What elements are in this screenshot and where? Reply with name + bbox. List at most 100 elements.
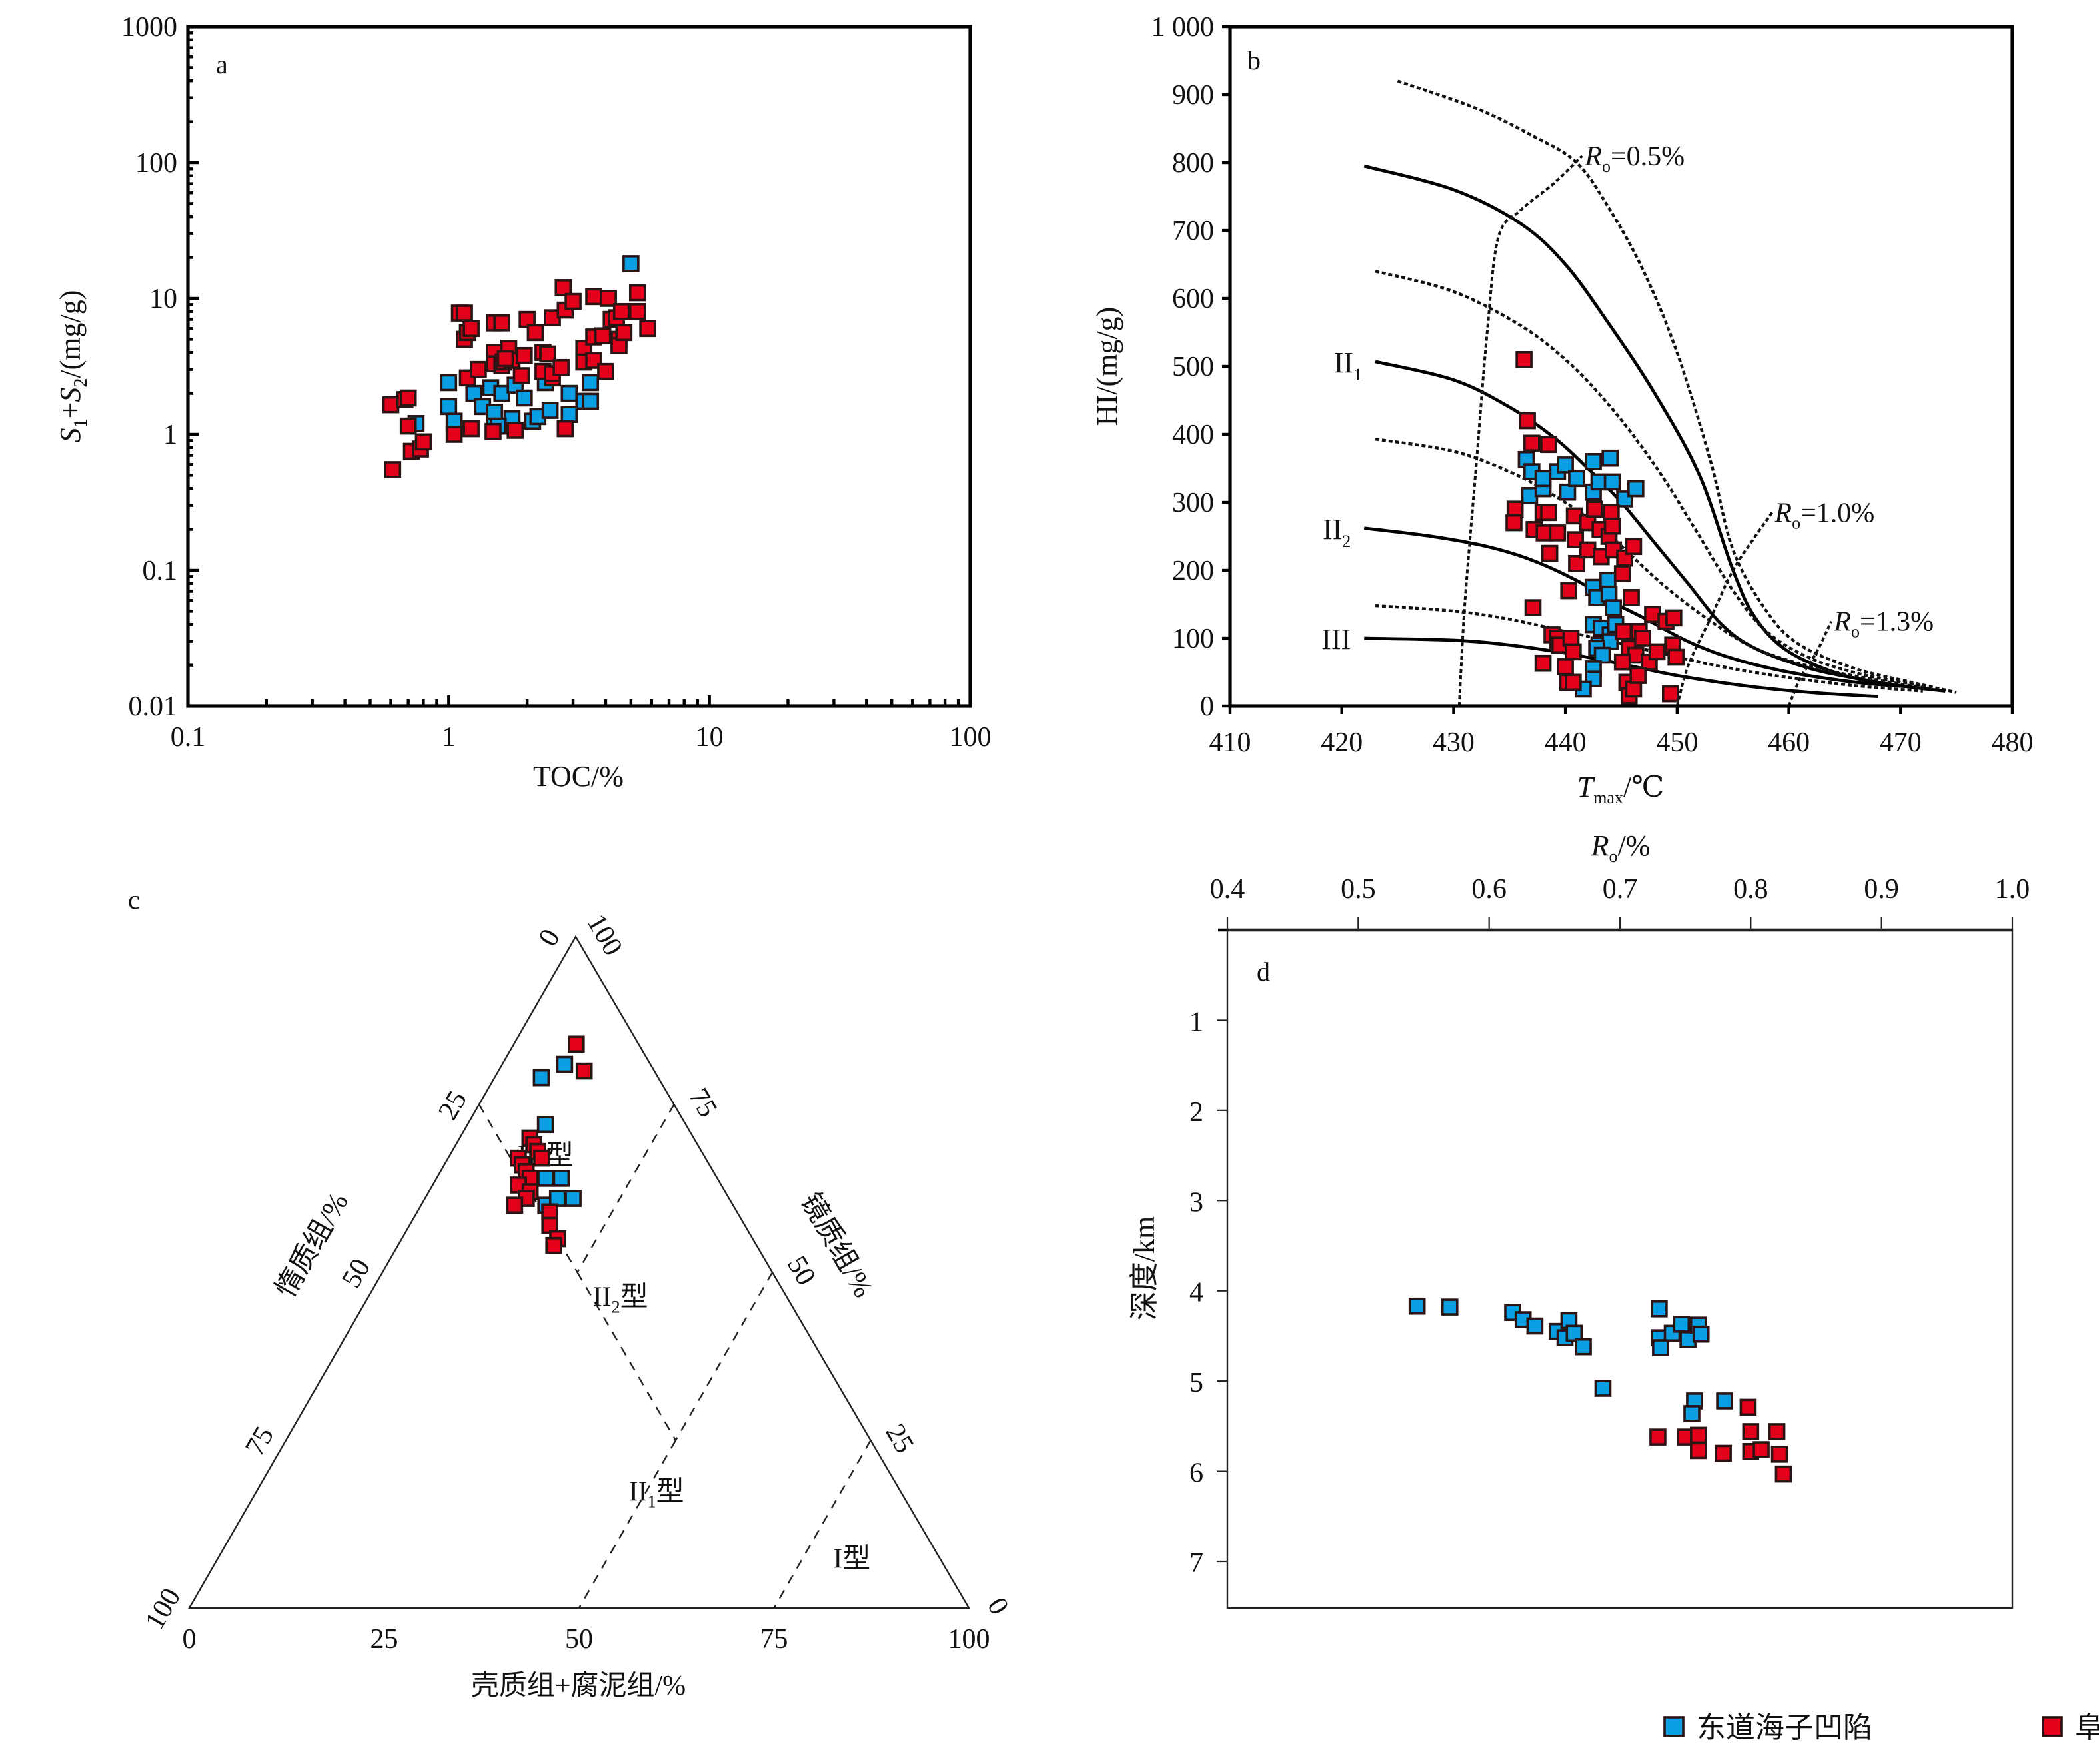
y-tick-label: 100 — [1172, 624, 1214, 654]
panel-b-label: b — [1247, 45, 1261, 75]
panel-d-label: d — [1257, 957, 1270, 987]
x-tick-label: 1 — [442, 722, 456, 753]
ro-label-part: R — [1584, 141, 1602, 172]
y-tick-label: 2 — [1189, 1097, 1203, 1128]
point-fukang — [1549, 524, 1567, 542]
bottom-tick-label: 50 — [565, 1624, 593, 1655]
point-fukang — [1770, 1446, 1788, 1463]
point-fukang — [564, 292, 582, 310]
point-fukang — [1505, 514, 1523, 532]
panel-a-x-label: TOC/% — [533, 760, 624, 793]
kerogen-intermediate-curve — [1375, 437, 1934, 691]
x-tick-label: 0.5 — [1341, 874, 1376, 905]
y-label-sub1: 1 — [71, 418, 91, 428]
panel-d-y-ticks: 1 2 3 4 5 6 7 — [1189, 1007, 1227, 1579]
panel-a-y-label: S1+S2/(mg/g) — [54, 290, 91, 443]
type-label-main: II — [1323, 513, 1342, 546]
point-fukang — [1667, 648, 1685, 666]
x-tick-label: 0.8 — [1733, 874, 1768, 905]
left-tick-label: 0 — [533, 924, 566, 951]
point-dongdaohaizi — [560, 384, 578, 402]
point-fukang — [1613, 565, 1631, 582]
point-fukang — [1565, 673, 1582, 691]
legend-item-blue: 东道海子凹陷 — [1663, 1711, 1872, 1744]
type-curve-label: III — [1321, 623, 1351, 656]
point-dongdaohaizi — [1605, 599, 1623, 616]
ro-isoline-label: Ro=1.3% — [1833, 607, 1934, 642]
point-fukang — [1649, 1428, 1667, 1446]
y-tick-label: 900 — [1172, 80, 1214, 111]
y-label-plus: + — [54, 402, 87, 419]
point-dongdaohaizi — [552, 1170, 570, 1187]
point-fukang — [384, 461, 402, 478]
x-label-t: T — [1577, 771, 1596, 803]
legend: 东道海子凹陷 阜康凹陷 — [1663, 1711, 2099, 1744]
legend-swatch-red — [2042, 1716, 2063, 1737]
bottom-tick-label: 100 — [948, 1624, 990, 1655]
panel-d: Ro/% 0.4 0.5 0.6 0.7 0.8 0.9 1.0 1 2 3 4 5 6 7 d 深度/… — [1128, 829, 2030, 1609]
point-dongdaohaizi — [440, 398, 458, 416]
point-fukang — [1567, 531, 1585, 548]
point-fukang — [1519, 412, 1536, 430]
point-fukang — [1739, 1398, 1757, 1416]
point-fukang — [575, 1062, 593, 1080]
ro-label-part: o — [1792, 513, 1800, 532]
bottom-tick-label: 0 — [183, 1624, 197, 1655]
point-dongdaohaizi — [1585, 452, 1602, 470]
x-tick-label: 420 — [1321, 727, 1363, 758]
zone-label-part: I — [833, 1544, 842, 1575]
legend-swatch-blue — [1663, 1716, 1685, 1737]
zone-label-part: 2 — [612, 1297, 620, 1316]
point-dongdaohaizi — [1652, 1339, 1669, 1356]
x-tick-label: 0.7 — [1603, 874, 1638, 905]
point-fukang — [567, 1035, 585, 1053]
kerogen-type-curve-II1 — [1375, 360, 1901, 687]
point-dongdaohaizi — [622, 255, 640, 272]
y-tick-label: 800 — [1172, 148, 1214, 179]
panel-c-label: c — [128, 885, 140, 915]
panel-c-points — [506, 1035, 593, 1254]
point-fukang — [456, 304, 473, 322]
y-label-unit: /(mg/g) — [54, 290, 87, 378]
point-dongdaohaizi — [541, 402, 559, 419]
point-fukang — [628, 284, 646, 302]
y-tick-label: 0 — [1200, 691, 1214, 722]
point-dongdaohaizi — [1692, 1325, 1710, 1343]
panel-b-x-ticks: 410 420 430 440 450 460 470 480 — [1209, 706, 2034, 758]
panel-b-x-label: Tmax/℃ — [1577, 771, 1665, 807]
boundary-II1-I — [773, 1440, 872, 1609]
point-dongdaohaizi — [532, 1069, 550, 1087]
point-fukang — [594, 327, 612, 345]
point-fukang — [1690, 1442, 1707, 1460]
point-fukang — [496, 350, 514, 368]
point-fukang — [1648, 643, 1666, 661]
x-tick-label: 0.9 — [1864, 874, 1899, 905]
x-label-unit: /% — [1618, 829, 1651, 862]
x-label-unit: /℃ — [1623, 771, 1664, 803]
point-dongdaohaizi — [1716, 1392, 1733, 1410]
zone-label-part: II — [593, 1282, 612, 1312]
point-fukang — [399, 389, 417, 407]
panel-d-x-ticks: 0.4 0.5 0.6 0.7 0.8 0.9 1.0 — [1210, 874, 2030, 930]
point-fukang — [1560, 582, 1577, 600]
y-tick-label: 1000 — [121, 12, 177, 43]
point-fukang — [556, 420, 574, 438]
point-fukang — [1742, 1423, 1760, 1440]
left-tick-label: 25 — [432, 1086, 473, 1125]
y-tick-label: 4 — [1189, 1278, 1203, 1308]
y-tick-label: 7 — [1189, 1548, 1203, 1579]
point-fukang — [1768, 1423, 1786, 1440]
x-tick-label: 440 — [1545, 727, 1587, 758]
type-label-sub: 1 — [1353, 365, 1362, 384]
right-tick-label: 75 — [682, 1083, 723, 1122]
y-tick-label: 1 000 — [1151, 12, 1215, 43]
panel-b-y-ticks: 0 100 200 300 400 500 600 700 800 900 1 000 — [1151, 12, 1230, 722]
point-fukang — [462, 320, 480, 338]
y-tick-label: 500 — [1172, 352, 1214, 382]
kerogen-type-curve-II2 — [1363, 526, 1912, 689]
point-fukang — [1541, 544, 1559, 562]
point-dongdaohaizi — [556, 1055, 574, 1073]
